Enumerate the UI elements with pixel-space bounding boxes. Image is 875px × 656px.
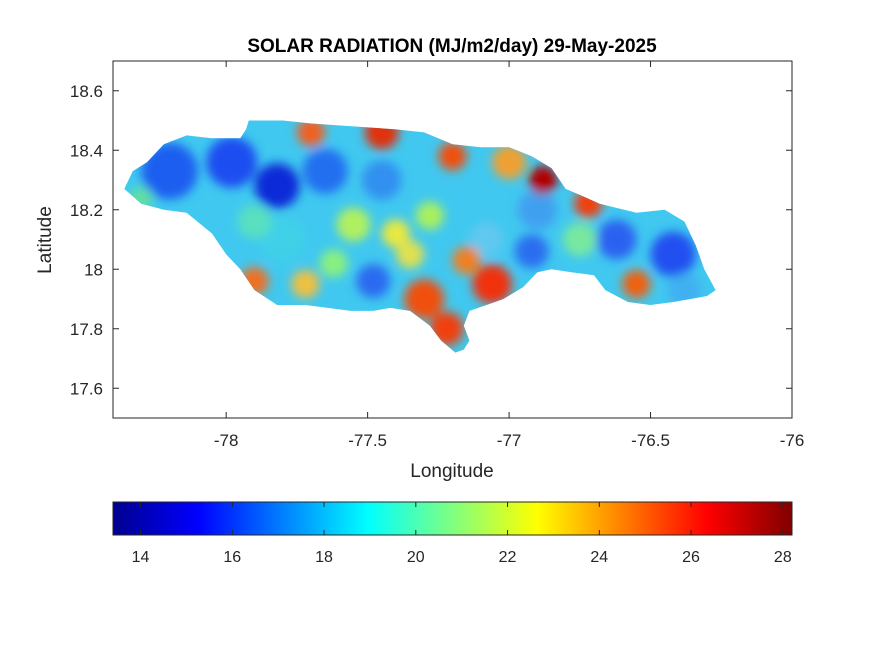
heatmap-cell <box>254 163 300 209</box>
colorbar-tick-label: 16 <box>223 549 241 566</box>
heatmap-cell <box>206 136 258 188</box>
heatmap-cell <box>472 264 512 304</box>
y-tick-label: 17.6 <box>70 379 103 398</box>
heatmap-cell <box>362 160 402 200</box>
y-tick-label: 18.4 <box>70 141 103 160</box>
heatmap-cell <box>452 246 481 275</box>
y-tick-label: 17.8 <box>70 320 103 339</box>
y-axis: 17.6 17.8 18 18.2 18.4 18.6 <box>70 82 792 398</box>
heatmap-cell <box>438 142 467 171</box>
heatmap-cell <box>336 207 371 242</box>
x-axis-label: Longitude <box>410 461 493 482</box>
heatmap-cell <box>291 270 320 299</box>
heatmap-cell <box>650 231 696 277</box>
heatmap-cell <box>141 142 198 200</box>
colorbar <box>112 501 793 536</box>
heatmap-cell <box>260 216 306 263</box>
heatmap-cell <box>415 201 444 230</box>
x-axis: -78 -77.5 -77 -76.5 -76 <box>214 61 804 450</box>
x-tick-label: -76.5 <box>631 431 670 450</box>
heatmap-cell <box>237 204 272 239</box>
heatmap-cell <box>319 249 348 278</box>
x-tick-label: -78 <box>214 431 239 450</box>
colorbar-tick-label: 26 <box>682 549 700 566</box>
colorbar-tick-label: 28 <box>774 549 792 566</box>
heatmap-cell <box>492 145 527 180</box>
chart-title: SOLAR RADIATION (MJ/m2/day) 29-May-2025 <box>247 36 657 57</box>
heatmap-cell <box>528 165 558 195</box>
x-tick-label: -77 <box>497 431 522 450</box>
heatmap-cell <box>469 222 504 257</box>
colorbar-ticks: 14 16 18 20 22 24 26 28 <box>132 502 792 566</box>
y-axis-label: Latitude <box>35 206 56 274</box>
heatmap-cell <box>404 279 445 319</box>
heatmap-cell <box>356 264 391 299</box>
heatmap-cell <box>396 240 425 269</box>
heatmap-cell <box>381 219 410 248</box>
y-tick-label: 18 <box>84 260 103 279</box>
plot-frame <box>112 60 793 419</box>
heatmap-cell <box>296 120 326 147</box>
heatmap-cell <box>596 219 637 260</box>
heatmap-cell <box>562 222 597 257</box>
colorbar-tick-label: 18 <box>315 549 333 566</box>
colorbar-tick-label: 20 <box>407 549 425 566</box>
heatmap-cell <box>622 270 651 299</box>
heatmap-cell <box>302 148 348 194</box>
colorbar-tick-label: 22 <box>499 549 517 566</box>
colorbar-tick-label: 24 <box>590 549 608 566</box>
colorbar-tick-label: 14 <box>132 549 150 566</box>
y-tick-label: 18.6 <box>70 82 103 101</box>
y-tick-label: 18.2 <box>70 201 103 220</box>
x-tick-label: -77.5 <box>348 431 387 450</box>
x-tick-label: -76 <box>780 431 805 450</box>
heatmap-cell <box>517 190 558 230</box>
heatmap-cell <box>514 234 549 269</box>
